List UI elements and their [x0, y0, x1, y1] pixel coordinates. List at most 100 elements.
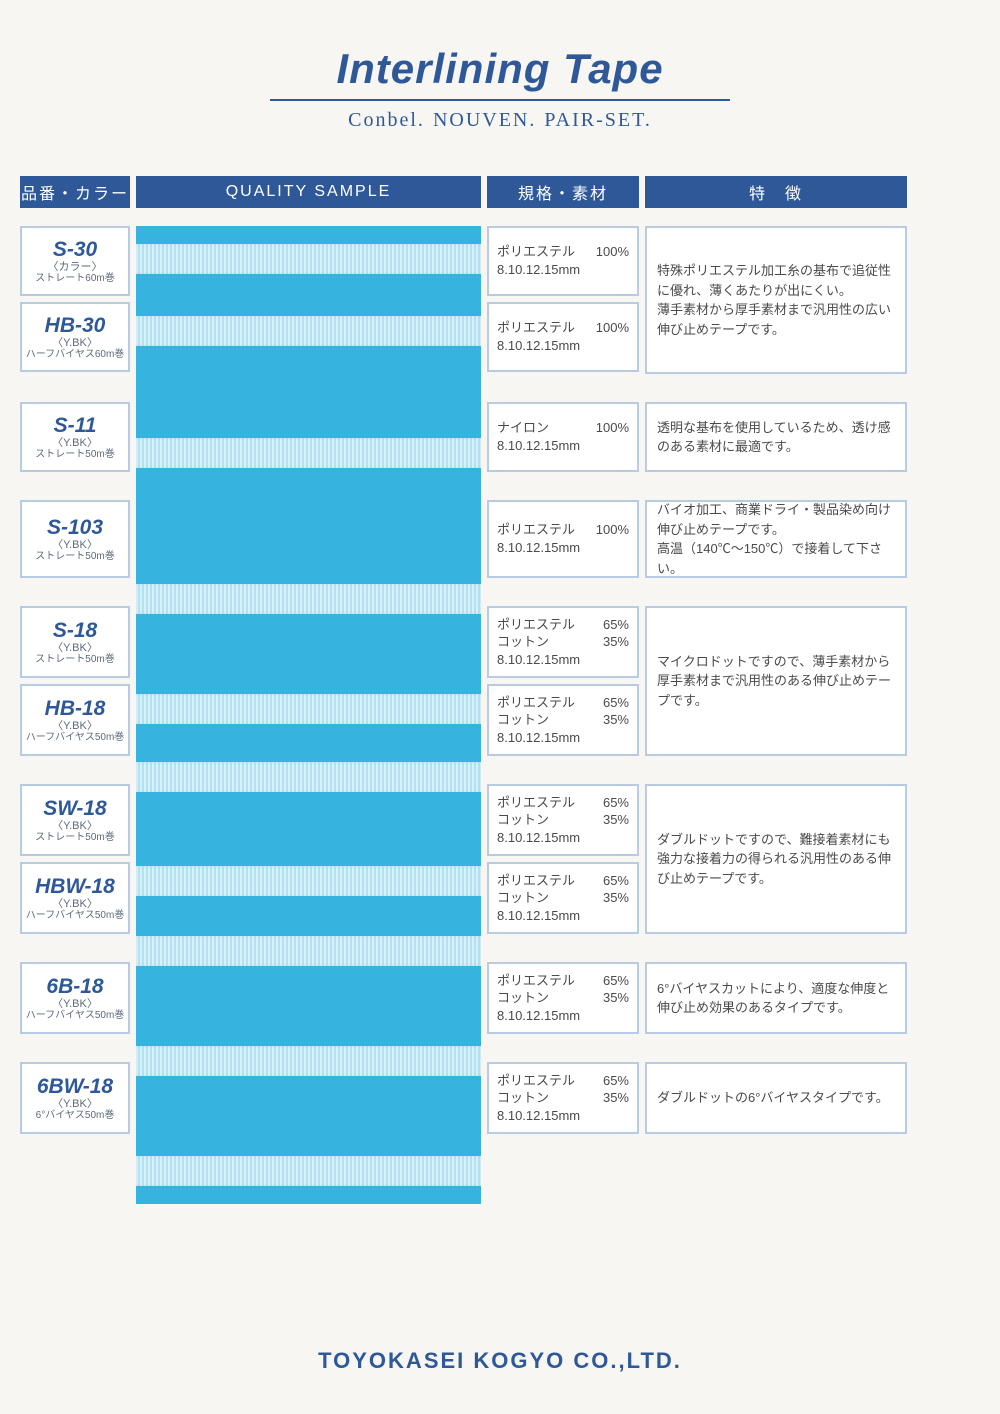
spec-material: ポリエステル: [497, 872, 575, 890]
spec-size: 8.10.12.15mm: [497, 337, 629, 355]
product-group: SW-18〈Y.BK〉ストレート50m巻HBW-18〈Y.BK〉ハーフバイヤス5…: [20, 784, 980, 934]
code-box: HBW-18〈Y.BK〉ハーフバイヤス50m巻: [20, 862, 130, 934]
spec-material-line: ポリエステル 100%: [497, 243, 629, 261]
subtitle-part: NOUVEN.: [433, 109, 536, 132]
spec-column: ポリエステル100%8.10.12.15mmポリエステル100%8.10.12.…: [487, 226, 639, 374]
product-code: HBW-18: [24, 876, 126, 898]
code-box: S-18〈Y.BK〉ストレート50m巻: [20, 606, 130, 678]
feature-text: ダブルドットの6°バイヤスタイプです。: [657, 1088, 889, 1108]
spec-percent: 35%: [603, 1089, 629, 1107]
color-spec: 〈カラー〉: [24, 261, 126, 274]
roll-spec: ストレート50m巻: [24, 449, 126, 460]
spec-percent: 35%: [603, 711, 629, 729]
code-box: HB-18〈Y.BK〉ハーフバイヤス50m巻: [20, 684, 130, 756]
color-spec: 〈Y.BK〉: [24, 642, 126, 655]
code-box: 6B-18〈Y.BK〉ハーフバイヤス50m巻: [20, 962, 130, 1034]
color-spec: 〈Y.BK〉: [24, 820, 126, 833]
color-spec: 〈Y.BK〉: [24, 437, 126, 450]
sample-spacer: [136, 1062, 481, 1134]
spec-percent: 100%: [596, 243, 629, 261]
spec-column: ポリエステル 100%8.10.12.15mm: [487, 500, 639, 578]
spec-material-line: ポリエステル 100%: [497, 521, 629, 539]
product-group: S-18〈Y.BK〉ストレート50m巻HB-18〈Y.BK〉ハーフバイヤス50m…: [20, 606, 980, 756]
spec-material: コットン: [497, 711, 549, 729]
spec-material: コットン: [497, 811, 549, 829]
roll-spec: ハーフバイヤス50m巻: [24, 732, 126, 743]
spec-percent: 100%: [596, 419, 629, 437]
spec-box: ポリエステル 65% コットン 35%8.10.12.15mm: [487, 684, 639, 756]
product-code: S-30: [24, 239, 126, 261]
spec-material-line: ポリエステル 65%: [497, 1072, 629, 1090]
spec-material-line: コットン35%: [497, 989, 629, 1007]
code-box: S-30〈カラー〉ストレート60m巻: [20, 226, 130, 296]
spec-material-line: コットン35%: [497, 889, 629, 907]
code-box: SW-18〈Y.BK〉ストレート50m巻: [20, 784, 130, 856]
spec-material: コットン: [497, 633, 549, 651]
spec-material-line: ポリエステル65%: [497, 972, 629, 990]
code-box: S-11〈Y.BK〉ストレート50m巻: [20, 402, 130, 472]
footer-company: TOYOKASEI KOGYO CO.,LTD.: [0, 1348, 1000, 1374]
product-code: HB-18: [24, 698, 126, 720]
color-spec: 〈Y.BK〉: [24, 1098, 126, 1111]
product-code: S-103: [24, 517, 126, 539]
spec-size: 8.10.12.15mm: [497, 829, 629, 847]
roll-spec: ストレート50m巻: [24, 832, 126, 843]
color-spec: 〈Y.BK〉: [24, 539, 126, 552]
spec-material: ポリエステル: [497, 1072, 575, 1090]
spec-box: ポリエステル 100%8.10.12.15mm: [487, 226, 639, 296]
spec-material-line: コットン 35%: [497, 711, 629, 729]
header-spec: 規格・素材: [487, 176, 639, 208]
product-group: S-30〈カラー〉ストレート60m巻HB-30〈Y.BK〉ハーフバイヤス60m巻…: [20, 226, 980, 374]
color-spec: 〈Y.BK〉: [24, 998, 126, 1011]
spec-material: ポリエステル: [497, 694, 575, 712]
spec-material-line: ポリエステル 65%: [497, 694, 629, 712]
spec-material: ポリエステル: [497, 616, 575, 634]
subtitle-part: PAIR-SET.: [544, 109, 651, 132]
spec-box: ポリエステル 65%コットン35%8.10.12.15mm: [487, 606, 639, 678]
spec-box: ポリエステル65%コットン35%8.10.12.15mm: [487, 962, 639, 1034]
sample-spacer: [136, 500, 481, 578]
spec-box: ポリエステル65%コットン35%8.10.12.15mm: [487, 1062, 639, 1134]
spec-percent: 100%: [596, 319, 629, 337]
spec-material: ポリエステル: [497, 521, 575, 539]
spec-size: 8.10.12.15mm: [497, 261, 629, 279]
feature-text: 6°バイヤスカットにより、適度な伸度と伸び止め効果のあるタイプです。: [657, 979, 895, 1018]
roll-spec: 6°バイヤス50m巻: [24, 1110, 126, 1121]
spec-percent: 65%: [603, 1072, 629, 1090]
title-underline: [270, 99, 730, 101]
spec-size: 8.10.12.15mm: [497, 1007, 629, 1025]
product-code: S-18: [24, 620, 126, 642]
spec-percent: 35%: [603, 811, 629, 829]
spec-material-line: コットン35%: [497, 633, 629, 651]
roll-spec: ストレート50m巻: [24, 654, 126, 665]
code-column: 6BW-18〈Y.BK〉6°バイヤス50m巻: [20, 1062, 130, 1134]
spec-size: 8.10.12.15mm: [497, 437, 629, 455]
spec-percent: 65%: [603, 616, 629, 634]
spec-percent: 35%: [603, 889, 629, 907]
spec-size: 8.10.12.15mm: [497, 651, 629, 669]
spec-material-line: コットン35%: [497, 1089, 629, 1107]
code-column: S-30〈カラー〉ストレート60m巻HB-30〈Y.BK〉ハーフバイヤス60m巻: [20, 226, 130, 374]
feature-box: マイクロドットですので、薄手素材から厚手素材まで汎用性のある伸び止めテープです。: [645, 606, 907, 756]
roll-spec: ハーフバイヤス50m巻: [24, 1010, 126, 1021]
tape-sample: [136, 1156, 481, 1186]
spec-material-line: ナイロン 100%: [497, 419, 629, 437]
spec-material: ナイロン: [497, 419, 549, 437]
spec-column: ポリエステル65%コットン35%8.10.12.15mmポリエステル65%コット…: [487, 606, 639, 756]
spec-percent: 65%: [603, 794, 629, 812]
spec-material: ポリエステル: [497, 243, 575, 261]
spec-size: 8.10.12.15mm: [497, 539, 629, 557]
spec-material-line: コットン 35%: [497, 811, 629, 829]
spec-percent: 65%: [603, 694, 629, 712]
code-column: SW-18〈Y.BK〉ストレート50m巻HBW-18〈Y.BK〉ハーフバイヤス5…: [20, 784, 130, 934]
header-code: 品番・カラー: [20, 176, 130, 208]
spec-size: 8.10.12.15mm: [497, 729, 629, 747]
page-title: Interlining Tape: [20, 45, 980, 93]
table-header: 品番・カラー QUALITY SAMPLE 規格・素材 特 徴: [20, 176, 980, 208]
spec-box: ポリエステル65%コットン35%8.10.12.15mm: [487, 862, 639, 934]
spec-box: ポリエステル65%コットン35%8.10.12.15mm: [487, 784, 639, 856]
spec-percent: 100%: [596, 521, 629, 539]
color-spec: 〈Y.BK〉: [24, 898, 126, 911]
feature-text: バイオ加工、商業ドライ・製品染め向け伸び止めテープです。高温（140℃～150℃…: [657, 500, 895, 578]
subtitle-part: Conbel.: [348, 109, 425, 132]
